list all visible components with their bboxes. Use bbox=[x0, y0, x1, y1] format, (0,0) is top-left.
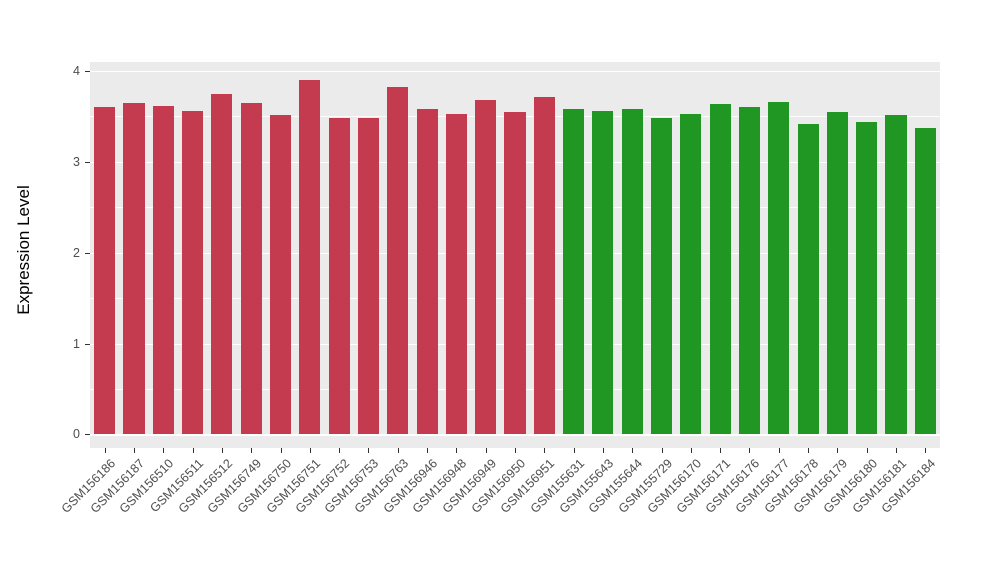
y-tick-mark bbox=[85, 252, 90, 254]
y-tick-label: 1 bbox=[73, 336, 80, 351]
x-tick-mark bbox=[720, 448, 722, 453]
x-tick-mark bbox=[104, 448, 106, 453]
x-tick-mark bbox=[221, 448, 223, 453]
x-tick-mark bbox=[280, 448, 282, 453]
bar-GSM156750 bbox=[269, 114, 292, 435]
x-tick-mark bbox=[808, 448, 810, 453]
bar-GSM156950 bbox=[504, 111, 526, 435]
bar-GSM156178 bbox=[797, 123, 819, 435]
bar-GSM155631 bbox=[563, 109, 585, 435]
x-tick-mark bbox=[309, 448, 311, 453]
x-tick-mark bbox=[778, 448, 780, 453]
y-tick-label: 3 bbox=[73, 154, 80, 169]
bar-GSM156181 bbox=[885, 114, 907, 435]
y-tick-mark bbox=[85, 434, 90, 436]
x-tick-mark bbox=[925, 448, 927, 453]
x-tick-mark bbox=[837, 448, 839, 453]
y-tick-label: 2 bbox=[73, 245, 80, 260]
bar-GSM156171 bbox=[709, 103, 731, 435]
x-tick-mark bbox=[573, 448, 575, 453]
gridline-major bbox=[90, 71, 940, 73]
bar-GSM156177 bbox=[768, 101, 790, 435]
bar-GSM156512 bbox=[211, 93, 233, 435]
bar-GSM156187 bbox=[123, 102, 145, 435]
x-tick-mark bbox=[544, 448, 546, 453]
x-tick-mark bbox=[632, 448, 634, 453]
x-tick-mark bbox=[515, 448, 516, 453]
bar-GSM156176 bbox=[738, 107, 761, 435]
bar-GSM156184 bbox=[914, 128, 936, 435]
bar-GSM155643 bbox=[592, 111, 614, 435]
x-tick-mark bbox=[427, 448, 429, 453]
bar-GSM156949 bbox=[475, 100, 497, 435]
x-tick-mark bbox=[192, 448, 194, 453]
x-tick-mark bbox=[896, 448, 898, 453]
bar-GSM156180 bbox=[856, 121, 878, 435]
x-tick-mark bbox=[602, 448, 604, 453]
bar-GSM155729 bbox=[651, 118, 673, 435]
bar-GSM156752 bbox=[328, 118, 350, 435]
bar-GSM156753 bbox=[357, 118, 379, 435]
bar-GSM155644 bbox=[621, 109, 643, 435]
x-tick-mark bbox=[368, 448, 370, 453]
bar-GSM156170 bbox=[680, 113, 702, 435]
bar-GSM156179 bbox=[826, 111, 848, 435]
y-tick-mark bbox=[85, 71, 90, 73]
x-tick-mark bbox=[456, 448, 458, 453]
x-tick-mark bbox=[749, 448, 751, 453]
y-axis-title-text: Expression Level bbox=[14, 185, 33, 315]
x-tick-mark bbox=[339, 448, 341, 453]
bar-GSM156763 bbox=[387, 87, 409, 435]
bar-GSM156510 bbox=[152, 105, 174, 435]
bar-GSM156751 bbox=[299, 80, 321, 435]
x-tick-mark bbox=[133, 448, 135, 453]
x-tick-mark bbox=[690, 448, 692, 453]
y-tick-label: 0 bbox=[73, 427, 80, 442]
bar-GSM156511 bbox=[182, 111, 204, 435]
x-tick-mark bbox=[251, 448, 253, 453]
bar-GSM156948 bbox=[445, 113, 467, 435]
x-tick-mark bbox=[661, 448, 663, 453]
x-tick-mark bbox=[397, 448, 399, 453]
gridline-major bbox=[90, 434, 940, 436]
bar-GSM156951 bbox=[533, 97, 555, 435]
x-tick-mark bbox=[485, 448, 487, 453]
bar-GSM156186 bbox=[94, 107, 116, 435]
bar-GSM156749 bbox=[240, 102, 262, 435]
x-tick-mark bbox=[866, 448, 868, 453]
y-tick-mark bbox=[85, 161, 90, 163]
bar-GSM156946 bbox=[416, 109, 438, 435]
y-tick-mark bbox=[85, 343, 90, 345]
x-tick-mark bbox=[163, 448, 165, 453]
y-tick-label: 4 bbox=[73, 64, 80, 79]
